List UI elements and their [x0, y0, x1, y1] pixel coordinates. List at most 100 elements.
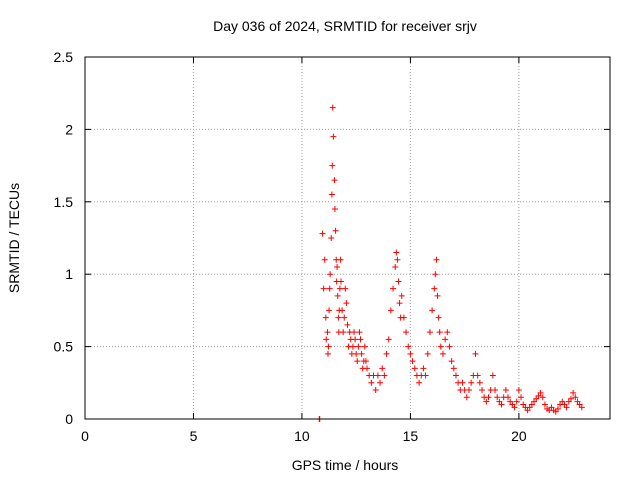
data-point [340, 329, 347, 336]
data-point [337, 256, 344, 263]
data-point [379, 365, 386, 372]
data-point [409, 358, 416, 365]
data-point [567, 395, 574, 402]
data-point [403, 329, 410, 336]
data-point [364, 365, 371, 372]
data-point [336, 285, 343, 292]
data-point [328, 191, 335, 198]
data-point [325, 343, 332, 350]
data-point [400, 314, 407, 321]
data-point [329, 162, 336, 169]
data-point [472, 350, 479, 357]
data-point [352, 336, 359, 343]
data-point [494, 394, 501, 401]
data-point [468, 379, 475, 386]
data-point [411, 365, 418, 372]
data-point [511, 404, 518, 411]
data-point [424, 350, 431, 357]
data-point [351, 329, 358, 336]
data-point [422, 372, 429, 379]
data-point [426, 329, 433, 336]
data-point [432, 271, 439, 278]
x-tick-label: 5 [190, 428, 198, 444]
y-tick-label: 1.5 [54, 194, 74, 210]
data-point [330, 133, 337, 140]
data-point [323, 336, 330, 343]
data-point [354, 358, 361, 365]
y-tick-label: 0 [65, 411, 73, 427]
data-point [450, 365, 457, 372]
data-point [433, 256, 440, 263]
data-point [437, 343, 444, 350]
data-point [342, 285, 349, 292]
data-point [326, 307, 333, 314]
data-point [407, 350, 414, 357]
data-point [374, 372, 381, 379]
data-point [390, 285, 397, 292]
y-tick-label: 1 [65, 266, 73, 282]
data-point [331, 206, 338, 213]
data-point [452, 372, 459, 379]
data-point [485, 394, 492, 401]
data-point [459, 379, 466, 386]
data-point [341, 314, 348, 321]
data-point [436, 329, 443, 336]
x-tick-label: 15 [403, 428, 419, 444]
x-tick-label: 10 [294, 428, 310, 444]
data-point [362, 358, 369, 365]
data-point [326, 285, 333, 292]
data-points [316, 104, 585, 422]
data-point [444, 329, 451, 336]
data-point [578, 404, 585, 411]
x-tick-label: 20 [511, 428, 527, 444]
data-point [515, 387, 522, 394]
data-point [356, 329, 363, 336]
data-point [343, 300, 350, 307]
data-point [334, 263, 341, 270]
data-point [337, 278, 344, 285]
data-point [381, 372, 388, 379]
data-point [329, 104, 336, 111]
data-point [518, 394, 525, 401]
plot-frame [84, 56, 611, 420]
data-point [361, 343, 368, 350]
data-point [537, 389, 544, 396]
data-point [448, 358, 455, 365]
data-point [474, 372, 481, 379]
y-tick-label: 0.5 [54, 339, 74, 355]
data-point [554, 405, 561, 412]
data-point [387, 307, 394, 314]
data-point [385, 336, 392, 343]
data-point [463, 394, 470, 401]
chart-title: Day 036 of 2024, SRMTID for receiver srj… [213, 18, 477, 34]
data-point [319, 230, 326, 237]
data-point [396, 300, 403, 307]
data-point [395, 278, 402, 285]
data-point [339, 307, 346, 314]
data-point [489, 372, 496, 379]
data-point [368, 379, 375, 386]
data-point [476, 379, 483, 386]
data-point [405, 343, 412, 350]
data-point [541, 401, 548, 408]
grid-lines [85, 57, 610, 419]
data-point [335, 314, 342, 321]
data-point [377, 379, 384, 386]
data-point [355, 343, 362, 350]
data-point [570, 389, 577, 396]
data-point [349, 343, 356, 350]
data-point [358, 350, 365, 357]
data-point [483, 398, 490, 405]
data-point [392, 263, 399, 270]
data-point [539, 394, 546, 401]
data-point [420, 365, 427, 372]
data-point [322, 314, 329, 321]
data-point [563, 404, 570, 411]
data-point [435, 314, 442, 321]
data-point [502, 387, 509, 394]
data-point [344, 321, 351, 328]
axis-ticks [84, 56, 610, 420]
data-point [572, 394, 579, 401]
data-point [416, 379, 423, 386]
